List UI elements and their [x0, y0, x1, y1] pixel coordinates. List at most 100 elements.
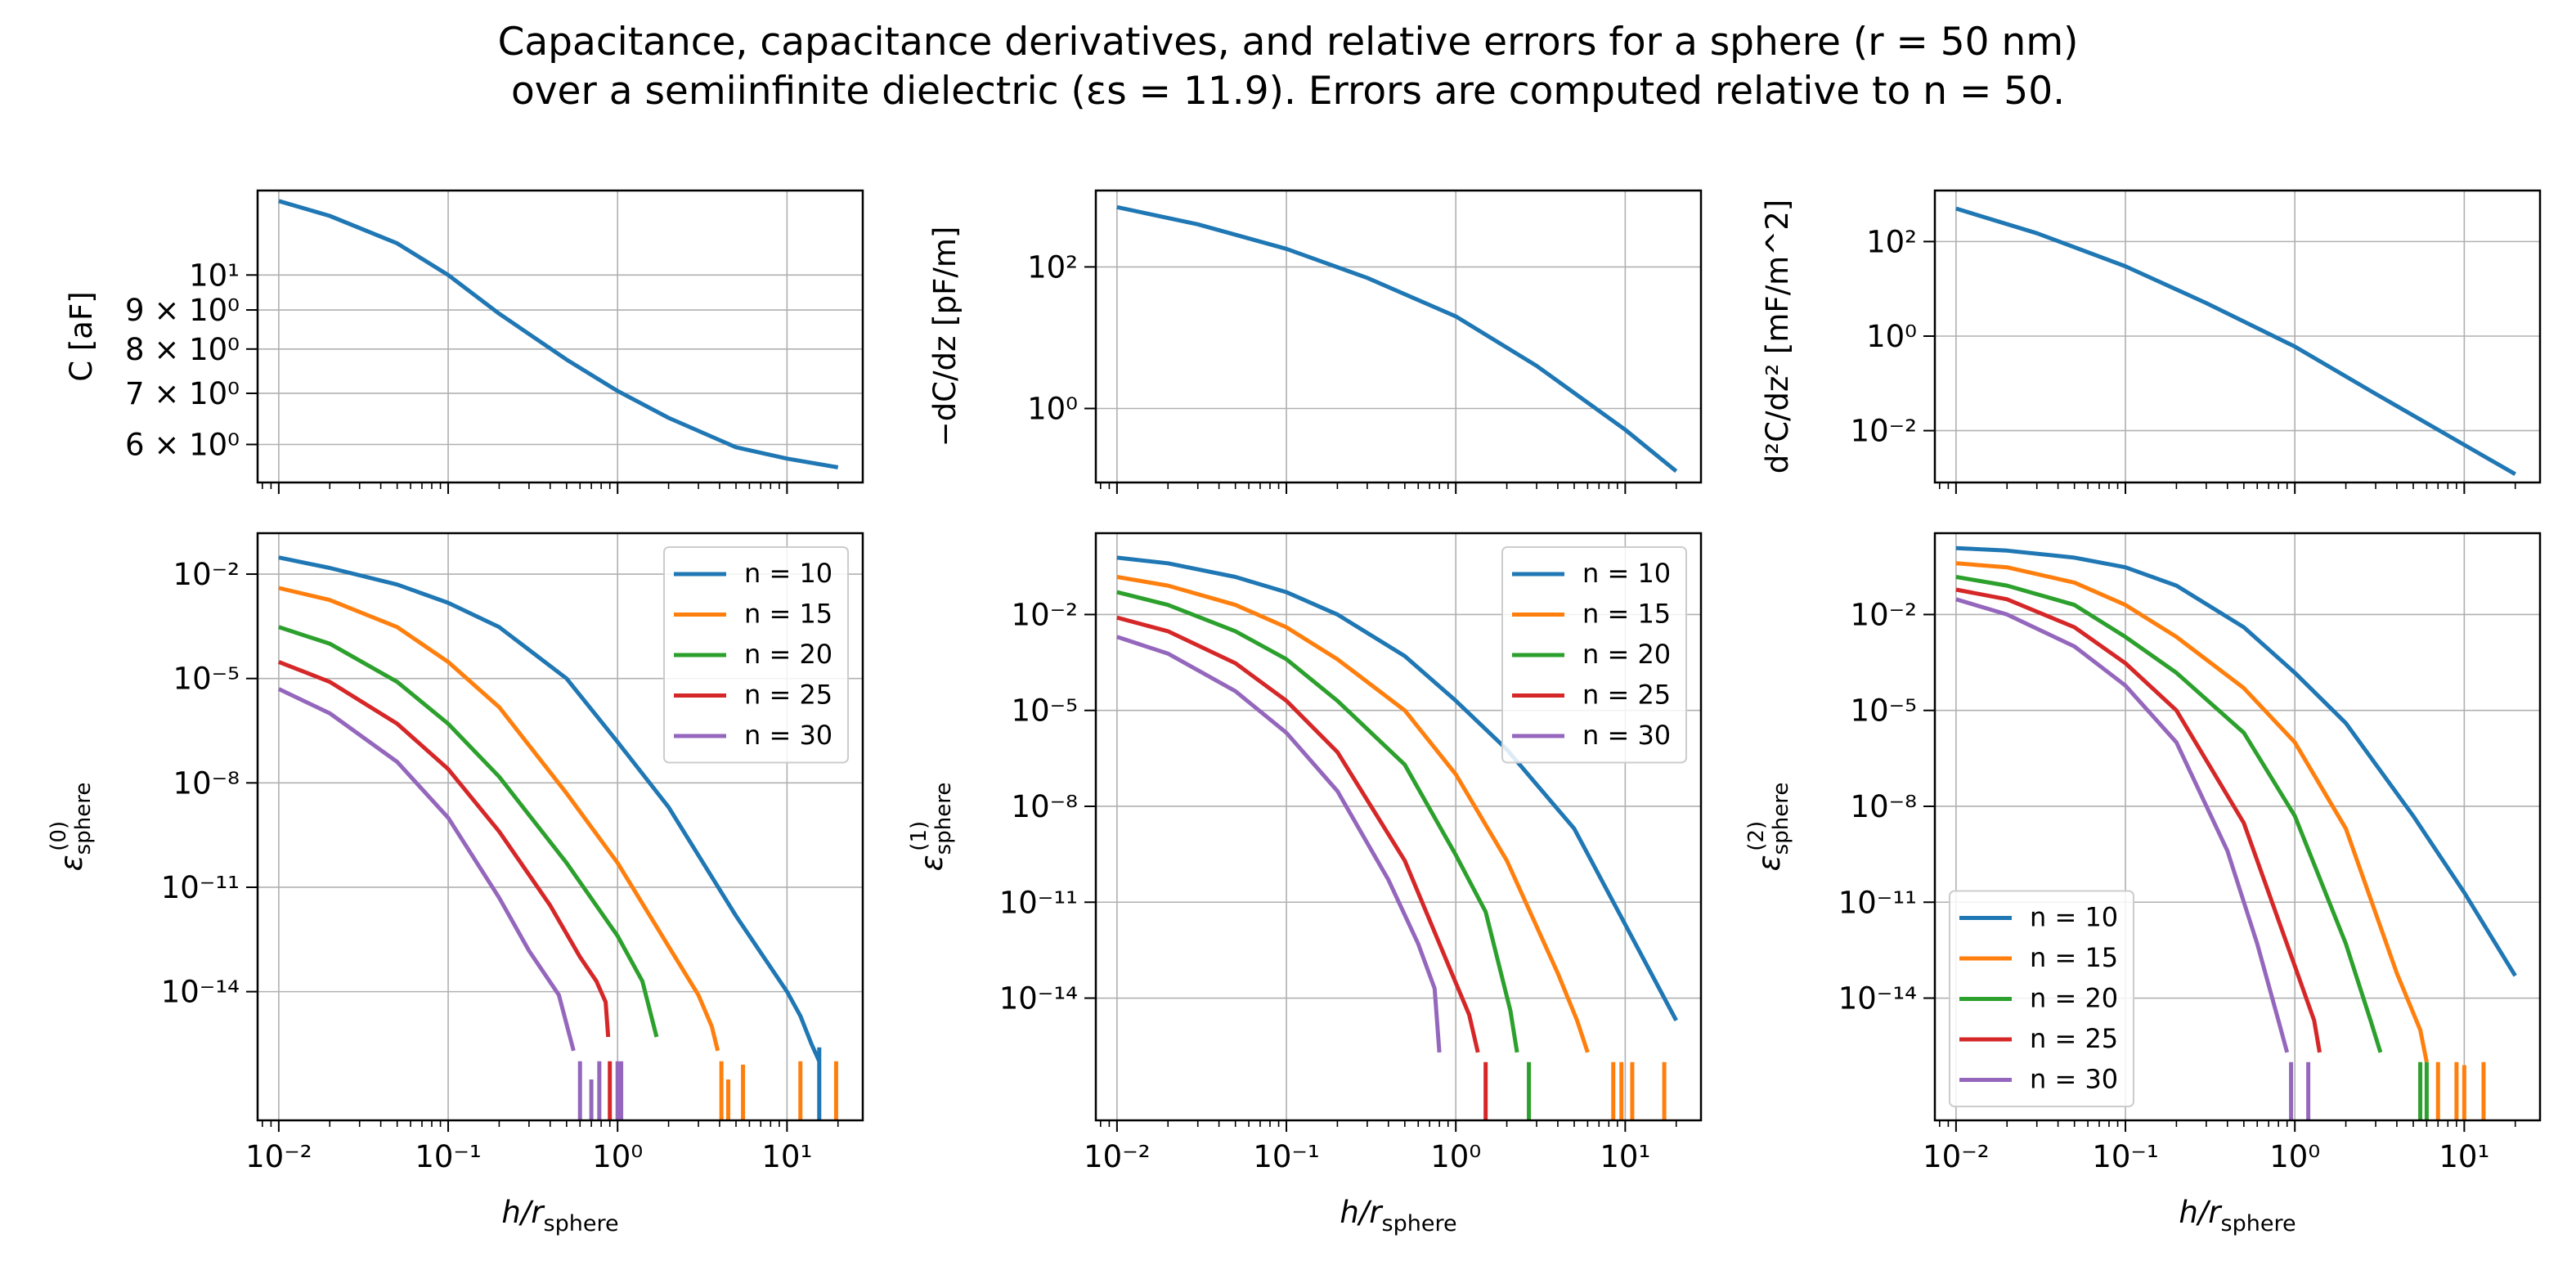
series-line-n=25: [1116, 615, 1480, 1053]
series-line-n=10: [1955, 545, 2517, 977]
x-axis-label: h/rsphere: [501, 1195, 618, 1236]
legend: n = 10 n = 15 n = 20 n = 25 n = 30: [1501, 546, 1687, 764]
x-tick-label: 10⁻²: [1084, 1139, 1150, 1174]
series-line-n=15: [1116, 575, 1590, 1053]
y-axis-label: d²C/dz² [mF/m^2]: [1760, 200, 1795, 473]
y-tick-label: 7 × 10⁰: [125, 376, 240, 411]
series-line-n=25: [1955, 587, 2322, 1053]
axes-frame: [256, 532, 864, 1122]
legend-entry: n = 25: [1582, 680, 1671, 711]
x-tick-label: 10¹: [761, 1139, 812, 1174]
y-tick-label: 9 × 10⁰: [125, 293, 240, 328]
chart-e0: 10⁻² 10⁻¹ 10⁰ 10¹ 10⁻² 10⁻⁵ 10⁻⁸ 10⁻¹¹ 10⁻¹⁴ εsph…: [47, 532, 864, 1236]
series-line-n=25: [277, 660, 611, 1038]
y-tick-label: 10⁻⁸: [1012, 789, 1078, 824]
figure-title: Capacitance, capacitance derivatives, an…: [0, 18, 2576, 116]
legend-entry: n = 20: [744, 639, 832, 670]
series-line-c: [1955, 206, 2516, 476]
chart-d2C: 10² 10⁰ 10⁻² d²C/dz² [mF/m^2]: [1760, 189, 2542, 494]
axes-frame: [256, 189, 864, 484]
axes-frame: [1094, 532, 1703, 1122]
legend-entry: n = 30: [2030, 1064, 2118, 1095]
y-tick-label: 6 × 10⁰: [125, 427, 240, 462]
series-line-c: [278, 199, 839, 469]
series-line-n=10: [1116, 555, 1678, 1021]
y-tick-label: 10⁻²: [173, 557, 240, 592]
y-tick-label: 10⁻²: [1851, 414, 1917, 449]
y-axis-label: C [aF]: [64, 291, 99, 381]
y-tick-label: 10⁻⁵: [1012, 693, 1078, 729]
series-line-n=20: [278, 625, 659, 1038]
y-tick-label: 10⁻¹¹: [161, 870, 240, 905]
legend-entry: n = 25: [2030, 1023, 2118, 1054]
legend-entry: n = 20: [1582, 639, 1671, 670]
series-line-n=15: [278, 586, 720, 1052]
series-line-n=20: [1116, 590, 1519, 1053]
legend-box: [1949, 890, 2134, 1107]
legend-entry: n = 10: [2030, 902, 2118, 933]
x-axis-label: h/rsphere: [1340, 1195, 1456, 1236]
chart-e2: 10⁻² 10⁻¹ 10⁰ 10¹ 10⁻² 10⁻⁵ 10⁻⁸ 10⁻¹¹ 10⁻¹⁴ εsph…: [1744, 532, 2542, 1236]
y-tick-label: 10⁻¹¹: [999, 885, 1078, 920]
y-tick-label: 10²: [1866, 224, 1917, 259]
x-tick-label: 10⁰: [2269, 1139, 2320, 1174]
x-tick-label: 10⁻¹: [2092, 1139, 2158, 1174]
legend-entry: n = 10: [1582, 558, 1671, 589]
y-axis-label: εsphere(2): [1744, 783, 1793, 872]
axes-frame: [1933, 532, 2542, 1122]
legend-entry: n = 25: [744, 680, 832, 711]
y-tick-label: 10⁻⁸: [1851, 789, 1917, 824]
y-axis-label: εsphere(1): [907, 783, 956, 872]
y-axis-label: −dC/dz [pF/m]: [927, 227, 963, 447]
axes-frame: [1094, 189, 1703, 484]
y-tick-label: 10⁻²: [1851, 597, 1917, 632]
y-tick-label: 10⁻²: [1012, 597, 1078, 632]
x-tick-label: 10⁰: [1430, 1139, 1481, 1174]
y-tick-label: 10²: [1027, 249, 1078, 285]
y-tick-label: 10⁻⁵: [173, 662, 240, 697]
legend-entry: n = 20: [2030, 983, 2118, 1014]
figure-title-line-2: over a semiinfinite dielectric (εs = 11.…: [510, 69, 2066, 114]
y-tick-label: 10⁻⁸: [173, 765, 240, 801]
x-tick-label: 10⁻²: [1923, 1139, 1989, 1174]
legend: n = 10 n = 15 n = 20 n = 25 n = 30: [1949, 890, 2134, 1107]
y-tick-label: 10¹: [189, 258, 240, 293]
legend-entry: n = 10: [744, 558, 832, 589]
y-tick-label: 10⁻¹⁴: [161, 975, 240, 1010]
x-tick-label: 10¹: [1600, 1139, 1650, 1174]
series-line-n=20: [1955, 575, 2383, 1053]
figure-title-line-1: Capacitance, capacitance derivatives, an…: [497, 20, 2079, 65]
series-line-c: [1116, 204, 1678, 473]
legend-box: [663, 546, 849, 764]
y-tick-label: 8 × 10⁰: [125, 332, 240, 367]
x-tick-label: 10⁻¹: [415, 1139, 481, 1174]
axes-frame: [1933, 189, 2542, 484]
x-tick-label: 10¹: [2439, 1139, 2489, 1174]
y-tick-label: 10⁻¹⁴: [999, 981, 1078, 1016]
legend-box: [1501, 546, 1687, 764]
y-tick-label: 10⁻¹⁴: [1838, 981, 1917, 1016]
y-tick-label: 10⁻⁵: [1851, 693, 1917, 729]
legend-entry: n = 15: [744, 599, 832, 630]
y-tick-label: 10⁰: [1027, 391, 1078, 426]
x-tick-label: 10⁰: [592, 1139, 643, 1174]
series-line-n=10: [278, 555, 822, 1062]
x-tick-label: 10⁻¹: [1253, 1139, 1319, 1174]
series-line-n=30: [1955, 597, 2290, 1053]
series-line-n=30: [1116, 635, 1442, 1053]
legend-entry: n = 15: [1582, 599, 1671, 630]
y-tick-label: 10⁻¹¹: [1838, 885, 1917, 920]
y-axis-label: εsphere(0): [47, 783, 96, 872]
x-axis-label: h/rsphere: [2179, 1195, 2296, 1236]
series-line-n=30: [277, 687, 576, 1052]
series-line-n=15: [1955, 561, 2429, 1063]
chart-e1: 10⁻² 10⁻¹ 10⁰ 10¹ 10⁻² 10⁻⁵ 10⁻⁸ 10⁻¹¹ 10⁻¹⁴ εsph…: [907, 532, 1703, 1236]
x-tick-label: 10⁻²: [245, 1139, 312, 1174]
legend: n = 10 n = 15 n = 20 n = 25 n = 30: [663, 546, 849, 764]
legend-entry: n = 15: [2030, 942, 2118, 973]
legend-entry: n = 30: [1582, 720, 1671, 751]
chart-dC: 10² 10⁰ −dC/dz [pF/m]: [927, 189, 1703, 494]
legend-entry: n = 30: [744, 720, 832, 751]
